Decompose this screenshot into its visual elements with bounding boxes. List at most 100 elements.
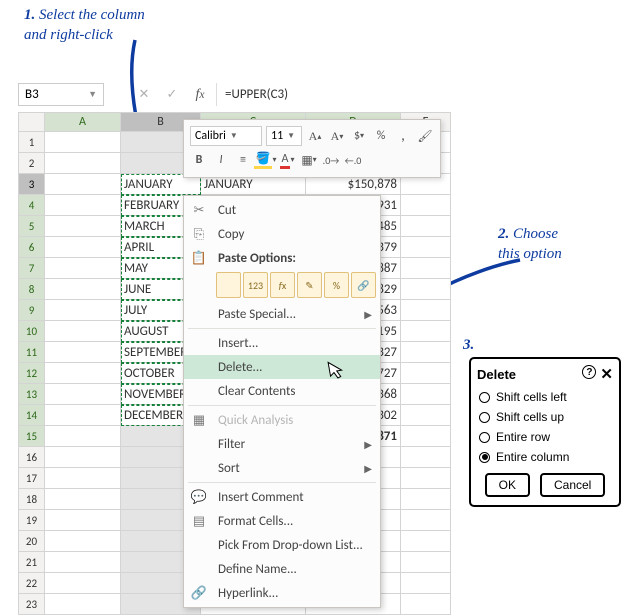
cell[interactable] bbox=[45, 468, 121, 489]
menu-insert-comment[interactable]: 💬Insert Comment bbox=[184, 485, 380, 509]
format-painter-icon[interactable]: 🖌 bbox=[416, 127, 434, 145]
row-header[interactable]: 9 bbox=[19, 300, 45, 321]
radio-shift-up[interactable]: Shift cells up bbox=[477, 407, 613, 427]
increase-font-icon[interactable]: A▴ bbox=[306, 127, 324, 145]
menu-filter[interactable]: Filter▶ bbox=[184, 432, 380, 456]
row-header[interactable]: 18 bbox=[19, 489, 45, 510]
cell[interactable] bbox=[401, 447, 451, 468]
cell[interactable] bbox=[401, 384, 451, 405]
cell[interactable] bbox=[45, 279, 121, 300]
row-header[interactable]: 3 bbox=[19, 174, 45, 195]
cell[interactable] bbox=[45, 342, 121, 363]
paste-icon[interactable] bbox=[216, 272, 241, 298]
row-header[interactable]: 16 bbox=[19, 447, 45, 468]
cell[interactable] bbox=[45, 489, 121, 510]
row-header[interactable]: 11 bbox=[19, 342, 45, 363]
align-icon[interactable]: ≡ bbox=[234, 151, 252, 169]
menu-format-cells[interactable]: ▤Format Cells... bbox=[184, 509, 380, 533]
cell[interactable] bbox=[45, 195, 121, 216]
menu-clear-contents[interactable]: Clear Contents bbox=[184, 379, 380, 403]
cell[interactable] bbox=[401, 279, 451, 300]
help-icon[interactable]: ? bbox=[582, 365, 596, 379]
menu-pick-list[interactable]: Pick From Drop-down List... bbox=[184, 533, 380, 557]
cell[interactable] bbox=[401, 594, 451, 615]
cell[interactable] bbox=[45, 258, 121, 279]
comma-icon[interactable]: , bbox=[394, 127, 412, 145]
fill-color-icon[interactable]: 🪣▾ bbox=[256, 151, 274, 169]
cell[interactable] bbox=[45, 447, 121, 468]
row-header[interactable]: 6 bbox=[19, 237, 45, 258]
cell[interactable] bbox=[401, 216, 451, 237]
italic-icon[interactable]: I bbox=[212, 151, 230, 169]
percent-icon[interactable]: % bbox=[372, 127, 390, 145]
name-box[interactable]: B3 ▼ bbox=[18, 83, 104, 106]
cell[interactable] bbox=[45, 321, 121, 342]
menu-paste-special[interactable]: Paste Special...▶ bbox=[184, 302, 380, 326]
ok-button[interactable]: OK bbox=[485, 473, 530, 497]
cell[interactable] bbox=[45, 405, 121, 426]
cell[interactable] bbox=[401, 342, 451, 363]
row-header[interactable]: 21 bbox=[19, 552, 45, 573]
cell[interactable] bbox=[45, 174, 121, 195]
cell[interactable] bbox=[401, 510, 451, 531]
select-all-corner[interactable] bbox=[19, 113, 45, 132]
menu-copy[interactable]: ⎘Copy bbox=[184, 222, 380, 246]
row-header[interactable]: 8 bbox=[19, 279, 45, 300]
name-box-dropdown-icon[interactable]: ▼ bbox=[88, 89, 97, 100]
menu-sort[interactable]: Sort▶ bbox=[184, 456, 380, 480]
decrease-decimal-icon[interactable]: ←.0 bbox=[344, 151, 362, 169]
cell[interactable] bbox=[401, 531, 451, 552]
row-header[interactable]: 12 bbox=[19, 363, 45, 384]
cell[interactable] bbox=[45, 552, 121, 573]
cell[interactable] bbox=[401, 552, 451, 573]
cell[interactable] bbox=[45, 153, 121, 174]
bold-icon[interactable]: B bbox=[190, 151, 208, 169]
formula-input[interactable]: =UPPER(C3) bbox=[216, 83, 436, 106]
cell[interactable] bbox=[45, 384, 121, 405]
col-header-A[interactable]: A bbox=[45, 113, 121, 132]
cell[interactable] bbox=[401, 363, 451, 384]
cell[interactable] bbox=[401, 426, 451, 447]
cell[interactable] bbox=[45, 510, 121, 531]
paste-values-icon[interactable]: 123 bbox=[243, 272, 268, 298]
cell[interactable] bbox=[45, 132, 121, 153]
paste-percent-icon[interactable]: % bbox=[324, 272, 349, 298]
radio-entire-row[interactable]: Entire row bbox=[477, 427, 613, 447]
cell[interactable] bbox=[401, 300, 451, 321]
cell[interactable] bbox=[401, 258, 451, 279]
paste-formulas-icon[interactable]: fx bbox=[270, 272, 295, 298]
radio-entire-column[interactable]: Entire column bbox=[477, 447, 613, 467]
cell[interactable] bbox=[401, 573, 451, 594]
enter-formula-icon[interactable]: ✓ bbox=[160, 83, 184, 106]
menu-define-name[interactable]: Define Name... bbox=[184, 557, 380, 581]
row-header[interactable]: 14 bbox=[19, 405, 45, 426]
cell[interactable] bbox=[401, 489, 451, 510]
row-header[interactable]: 22 bbox=[19, 573, 45, 594]
row-header[interactable]: 7 bbox=[19, 258, 45, 279]
paste-formatting-icon[interactable]: ✎ bbox=[297, 272, 322, 298]
cell[interactable] bbox=[401, 195, 451, 216]
cell[interactable] bbox=[401, 468, 451, 489]
cell[interactable] bbox=[45, 426, 121, 447]
cancel-button[interactable]: Cancel bbox=[540, 473, 605, 497]
menu-cut[interactable]: ✂Cut bbox=[184, 198, 380, 222]
row-header[interactable]: 5 bbox=[19, 216, 45, 237]
row-header[interactable]: 10 bbox=[19, 321, 45, 342]
cell[interactable] bbox=[401, 237, 451, 258]
cell[interactable] bbox=[401, 321, 451, 342]
cell[interactable] bbox=[45, 237, 121, 258]
font-size-select[interactable]: 11▼ bbox=[266, 126, 302, 146]
menu-delete[interactable]: Delete... bbox=[184, 355, 380, 379]
row-header[interactable]: 1 bbox=[19, 132, 45, 153]
row-header[interactable]: 17 bbox=[19, 468, 45, 489]
row-header[interactable]: 4 bbox=[19, 195, 45, 216]
paste-link-icon[interactable]: 🔗 bbox=[351, 272, 376, 298]
radio-shift-left[interactable]: Shift cells left bbox=[477, 387, 613, 407]
close-icon[interactable]: ✕ bbox=[600, 365, 613, 383]
cell[interactable] bbox=[45, 363, 121, 384]
menu-hyperlink[interactable]: 🔗Hyperlink... bbox=[184, 581, 380, 605]
row-header[interactable]: 2 bbox=[19, 153, 45, 174]
row-header[interactable]: 23 bbox=[19, 594, 45, 615]
cell[interactable] bbox=[45, 531, 121, 552]
row-header[interactable]: 19 bbox=[19, 510, 45, 531]
